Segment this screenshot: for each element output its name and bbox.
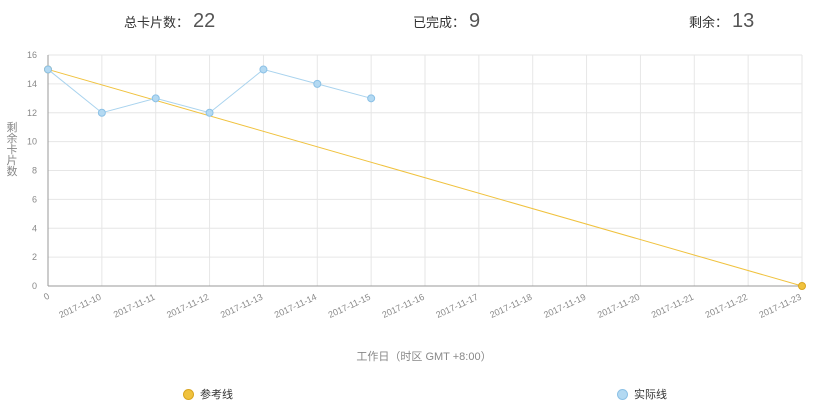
data-point[interactable]: 2017-11-15: 13 xyxy=(367,94,376,103)
x-tick-label: 2017-11-22 xyxy=(704,292,749,320)
y-tick-label: 14 xyxy=(27,79,37,89)
y-axis-title: 剩余卡片数 xyxy=(7,121,18,178)
legend-swatch-reference xyxy=(183,388,194,400)
x-tick-label: 2017-11-16 xyxy=(380,292,425,320)
remaining-value: 13 xyxy=(732,10,755,32)
x-tick-label: 2017-11-15 xyxy=(327,292,372,320)
total-cards-value: 22 xyxy=(193,10,216,32)
y-tick-label: 16 xyxy=(27,50,37,60)
y-tick-label: 10 xyxy=(27,137,37,147)
x-tick-label: 2017-11-11 xyxy=(112,292,157,320)
chart-grid xyxy=(48,54,803,286)
data-point[interactable]: 2017-11-13: 15 xyxy=(259,65,268,74)
x-tick-label: 2017-11-20 xyxy=(596,292,641,320)
data-point[interactable]: 2017-11-23: 0 xyxy=(798,282,806,290)
x-tick-label: 2017-11-10 xyxy=(57,292,102,320)
x-tick-label: 2017-11-19 xyxy=(542,292,587,320)
completed-stat: 已完成： 9 xyxy=(413,10,480,33)
x-tick-label: 0 xyxy=(42,291,51,302)
x-tick-label: 2017-11-18 xyxy=(488,292,533,320)
y-tick-label: 6 xyxy=(32,194,37,204)
x-tick-label: 2017-11-23 xyxy=(757,292,802,320)
data-point[interactable]: 2017-11-10: 12 xyxy=(97,108,106,117)
legend-swatch-actual xyxy=(617,388,628,400)
summary-stats: 总卡片数： 22 已完成： 9 剩余： 13 xyxy=(0,0,817,44)
x-axis-title: 工作日（时区 GMT +8:00） xyxy=(356,350,491,363)
series-actual: 2017-11-09: 15 2017-11-10: 12 2017-11-11: … xyxy=(44,65,376,117)
chart-series: 2017-11-09: 15 2017-11-23: 0 2017-11-09: 1… xyxy=(44,65,806,290)
series-line xyxy=(47,68,803,287)
data-point[interactable]: 2017-11-11: 13 xyxy=(151,94,160,103)
legend-item-reference[interactable]: 参考线 xyxy=(183,386,233,402)
total-cards-stat: 总卡片数： 22 xyxy=(124,10,215,33)
legend-item-actual[interactable]: 实际线 xyxy=(617,386,667,402)
x-tick-label: 2017-11-14 xyxy=(273,292,318,320)
completed-label: 已完成： xyxy=(413,15,466,30)
legend-label-reference: 参考线 xyxy=(200,389,233,401)
total-cards-label: 总卡片数： xyxy=(124,15,190,30)
x-tick-label: 2017-11-13 xyxy=(219,292,264,320)
y-tick-label: 4 xyxy=(32,223,37,233)
data-point[interactable]: 2017-11-14: 14 xyxy=(313,79,322,88)
y-tick-label: 2 xyxy=(32,252,37,262)
remaining-stat: 剩余： 13 xyxy=(689,10,754,33)
completed-value: 9 xyxy=(469,10,481,32)
x-tick-label: 2017-11-17 xyxy=(434,292,479,320)
y-tick-label: 0 xyxy=(32,281,37,291)
y-tick-label: 12 xyxy=(27,108,37,118)
data-point[interactable]: 2017-11-09: 15 xyxy=(44,65,52,74)
legend-label-actual: 实际线 xyxy=(634,389,667,401)
data-point[interactable]: 2017-11-12: 12 xyxy=(205,108,214,117)
x-tick-label: 2017-11-12 xyxy=(165,292,210,320)
x-tick-label: 2017-11-21 xyxy=(650,292,695,320)
remaining-label: 剩余： xyxy=(689,15,729,30)
y-tick-label: 8 xyxy=(32,166,37,176)
